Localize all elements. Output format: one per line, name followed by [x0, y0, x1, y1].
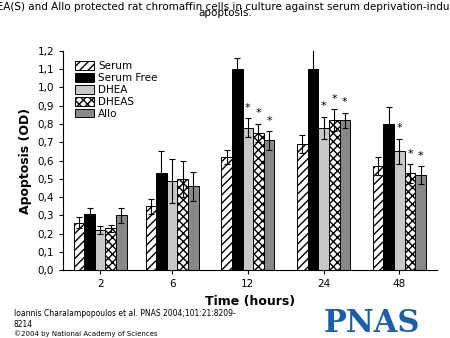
- Text: *: *: [331, 94, 337, 104]
- Bar: [405, 173, 415, 270]
- Text: *: *: [266, 116, 272, 126]
- Bar: [383, 124, 394, 270]
- Text: ©2004 by National Academy of Sciences: ©2004 by National Academy of Sciences: [14, 331, 157, 337]
- Bar: [221, 157, 232, 270]
- Text: *: *: [245, 103, 251, 113]
- Bar: [84, 214, 95, 270]
- Bar: [232, 69, 243, 270]
- Text: *: *: [396, 123, 402, 133]
- Text: PNAS: PNAS: [324, 308, 420, 338]
- Text: DHEA(S) and Allo protected rat chromaffin cells in culture against serum depriva: DHEA(S) and Allo protected rat chromaffi…: [0, 2, 450, 12]
- Text: *: *: [418, 150, 423, 161]
- Text: *: *: [321, 101, 326, 111]
- Bar: [264, 140, 274, 270]
- Bar: [373, 166, 383, 270]
- Text: *: *: [342, 97, 348, 107]
- Bar: [105, 228, 116, 270]
- Bar: [415, 175, 426, 270]
- Text: *: *: [407, 149, 413, 159]
- Bar: [253, 133, 264, 270]
- Bar: [177, 179, 188, 270]
- X-axis label: Time (hours): Time (hours): [205, 295, 295, 308]
- Bar: [95, 230, 105, 270]
- Bar: [156, 173, 167, 270]
- Bar: [146, 206, 156, 270]
- Text: Ioannis Charalampopoulos et al. PNAS 2004;101:21:8209-
8214: Ioannis Charalampopoulos et al. PNAS 200…: [14, 309, 235, 329]
- Text: *: *: [256, 108, 261, 118]
- Bar: [308, 69, 318, 270]
- Bar: [297, 144, 308, 270]
- Text: apoptosis.: apoptosis.: [198, 8, 252, 19]
- Bar: [243, 127, 253, 270]
- Bar: [394, 151, 405, 270]
- Bar: [329, 120, 340, 270]
- Legend: Serum, Serum Free, DHEA, DHEAS, Allo: Serum, Serum Free, DHEA, DHEAS, Allo: [72, 58, 161, 122]
- Y-axis label: Apoptosis (OD): Apoptosis (OD): [19, 107, 32, 214]
- Bar: [74, 223, 84, 270]
- Bar: [340, 120, 350, 270]
- Bar: [116, 216, 126, 270]
- Bar: [318, 127, 329, 270]
- Bar: [188, 186, 198, 270]
- Bar: [167, 181, 177, 270]
